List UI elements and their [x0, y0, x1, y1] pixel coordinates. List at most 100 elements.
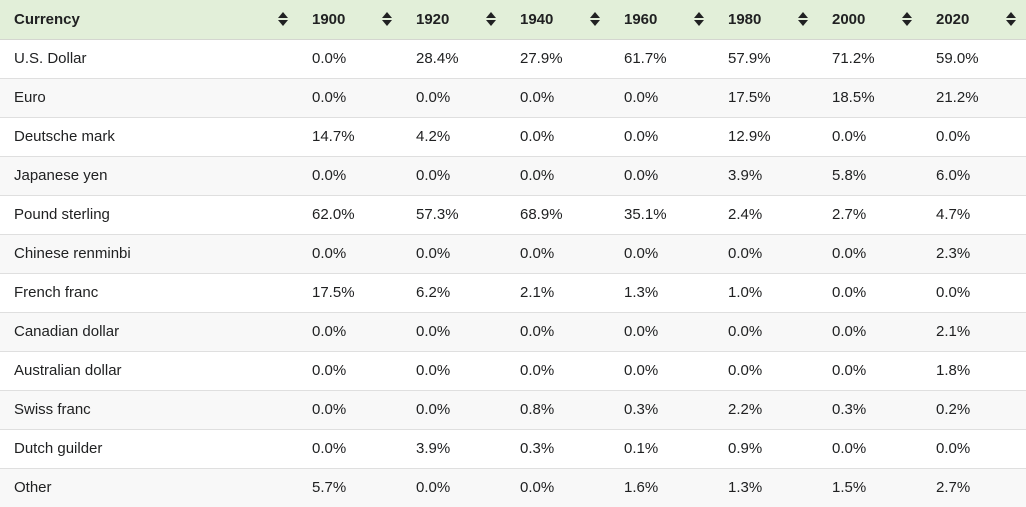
- value-cell: 1.6%: [624, 479, 659, 497]
- currency-cell: Chinese renminbi: [0, 234, 298, 274]
- value-cell: 0.0%: [298, 78, 402, 118]
- currency-cell: Canadian dollar: [0, 312, 298, 352]
- value-cell: 2.2%: [714, 390, 818, 430]
- column-header-2020[interactable]: 2020: [922, 0, 1026, 40]
- value-cell: 5.7%: [312, 479, 347, 497]
- value-cell: 0.0%: [610, 117, 714, 157]
- column-header-label: Currency: [14, 10, 80, 28]
- table-row: Chinese renminbi 0.0% 0.0% 0.0% 0.0% 0.0% 0.0%…: [0, 234, 1026, 274]
- value-cell: 35.1%: [610, 195, 714, 235]
- value-cell: 0.0%: [298, 351, 402, 391]
- value-cell: 2.1%: [506, 273, 610, 313]
- value-cell: 27.9%: [506, 39, 610, 79]
- value-cell: 0.0%: [402, 156, 506, 196]
- value-cell: 21.2%: [922, 78, 1026, 118]
- currency-cell: Dutch guilder: [0, 429, 298, 469]
- value-cell: 0.0%: [520, 479, 555, 497]
- value-cell: 0.0%: [506, 78, 610, 118]
- value-cell: 0.0%: [402, 390, 506, 430]
- value-cell: 0.0%: [818, 234, 922, 274]
- value-cell: 57.9%: [714, 39, 818, 79]
- value-cell: 17.5%: [298, 273, 402, 313]
- sort-icon[interactable]: [485, 11, 497, 27]
- sort-icon[interactable]: [797, 11, 809, 27]
- value-cell: 71.2%: [818, 39, 922, 79]
- table-row: Other 5.7% 0.0% 0.0% 1.6% 1.3% 1.5% 2.7%: [0, 468, 1026, 507]
- value-cell: 0.0%: [610, 312, 714, 352]
- value-cell: 0.0%: [402, 312, 506, 352]
- value-cell: 1.0%: [714, 273, 818, 313]
- value-cell: 0.0%: [416, 479, 451, 497]
- sort-icon[interactable]: [693, 11, 705, 27]
- currency-cell: Australian dollar: [0, 351, 298, 391]
- value-cell: 28.4%: [402, 39, 506, 79]
- value-cell: 59.0%: [922, 39, 1026, 79]
- value-cell: 0.0%: [298, 234, 402, 274]
- column-header-label: 1940: [520, 10, 554, 28]
- value-cell: 2.1%: [922, 312, 1026, 352]
- column-header-1980[interactable]: 1980: [714, 0, 818, 40]
- value-cell: 2.7%: [936, 479, 971, 497]
- currency-cell: Euro: [0, 78, 298, 118]
- value-cell: 4.2%: [402, 117, 506, 157]
- value-cell: 0.0%: [506, 156, 610, 196]
- value-cell: 0.3%: [506, 429, 610, 469]
- currency-cell: Pound sterling: [0, 195, 298, 235]
- value-cell: 0.0%: [818, 351, 922, 391]
- table-row: Australian dollar 0.0% 0.0% 0.0% 0.0% 0.0% 0.0…: [0, 351, 1026, 391]
- value-cell: 6.2%: [402, 273, 506, 313]
- value-cell: 57.3%: [402, 195, 506, 235]
- table-row: Canadian dollar 0.0% 0.0% 0.0% 0.0% 0.0% 0.0% 2…: [0, 312, 1026, 352]
- value-cell: 0.0%: [922, 429, 1026, 469]
- table-row: French franc 17.5% 6.2% 2.1% 1.3% 1.0% 0.0% 0.0…: [0, 273, 1026, 313]
- value-cell: 0.0%: [610, 351, 714, 391]
- value-cell: 61.7%: [610, 39, 714, 79]
- currency-cell: Swiss franc: [0, 390, 298, 430]
- sort-icon[interactable]: [901, 11, 913, 27]
- value-cell: 0.0%: [298, 312, 402, 352]
- value-cell: 2.4%: [714, 195, 818, 235]
- currency-cell: Other: [14, 479, 52, 497]
- value-cell: 0.0%: [922, 273, 1026, 313]
- value-cell: 0.0%: [506, 351, 610, 391]
- value-cell: 0.0%: [610, 78, 714, 118]
- value-cell: 0.0%: [506, 312, 610, 352]
- value-cell: 0.9%: [714, 429, 818, 469]
- currency-cell: Japanese yen: [0, 156, 298, 196]
- value-cell: 0.0%: [922, 117, 1026, 157]
- sort-icon[interactable]: [1005, 11, 1017, 27]
- value-cell: 0.3%: [610, 390, 714, 430]
- column-header-label: 2020: [936, 10, 970, 28]
- value-cell: 2.3%: [922, 234, 1026, 274]
- header-row: Currency 1900 1920 1940: [0, 0, 1026, 40]
- value-cell: 1.8%: [922, 351, 1026, 391]
- value-cell: 1.3%: [728, 479, 763, 497]
- value-cell: 6.0%: [922, 156, 1026, 196]
- value-cell: 0.2%: [922, 390, 1026, 430]
- table-body: U.S. Dollar 0.0% 28.4% 27.9% 61.7% 57.9% 71.2%…: [0, 39, 1026, 507]
- value-cell: 3.9%: [402, 429, 506, 469]
- value-cell: 0.0%: [298, 390, 402, 430]
- column-header-currency[interactable]: Currency: [0, 0, 298, 40]
- value-cell: 0.3%: [818, 390, 922, 430]
- column-header-1960[interactable]: 1960: [610, 0, 714, 40]
- value-cell: 62.0%: [298, 195, 402, 235]
- value-cell: 3.9%: [714, 156, 818, 196]
- value-cell: 0.0%: [714, 351, 818, 391]
- column-header-1920[interactable]: 1920: [402, 0, 506, 40]
- column-header-label: 1920: [416, 10, 450, 28]
- value-cell: 68.9%: [506, 195, 610, 235]
- column-header-1940[interactable]: 1940: [506, 0, 610, 40]
- column-header-1900[interactable]: 1900: [298, 0, 402, 40]
- value-cell: 0.1%: [610, 429, 714, 469]
- column-header-2000[interactable]: 2000: [818, 0, 922, 40]
- value-cell: 0.0%: [402, 234, 506, 274]
- column-header-label: 2000: [832, 10, 866, 28]
- table-header: Currency 1900 1920 1940: [0, 0, 1026, 40]
- currency-cell: Deutsche mark: [0, 117, 298, 157]
- sort-icon[interactable]: [589, 11, 601, 27]
- sort-icon[interactable]: [277, 11, 289, 27]
- sort-icon[interactable]: [381, 11, 393, 27]
- value-cell: 14.7%: [298, 117, 402, 157]
